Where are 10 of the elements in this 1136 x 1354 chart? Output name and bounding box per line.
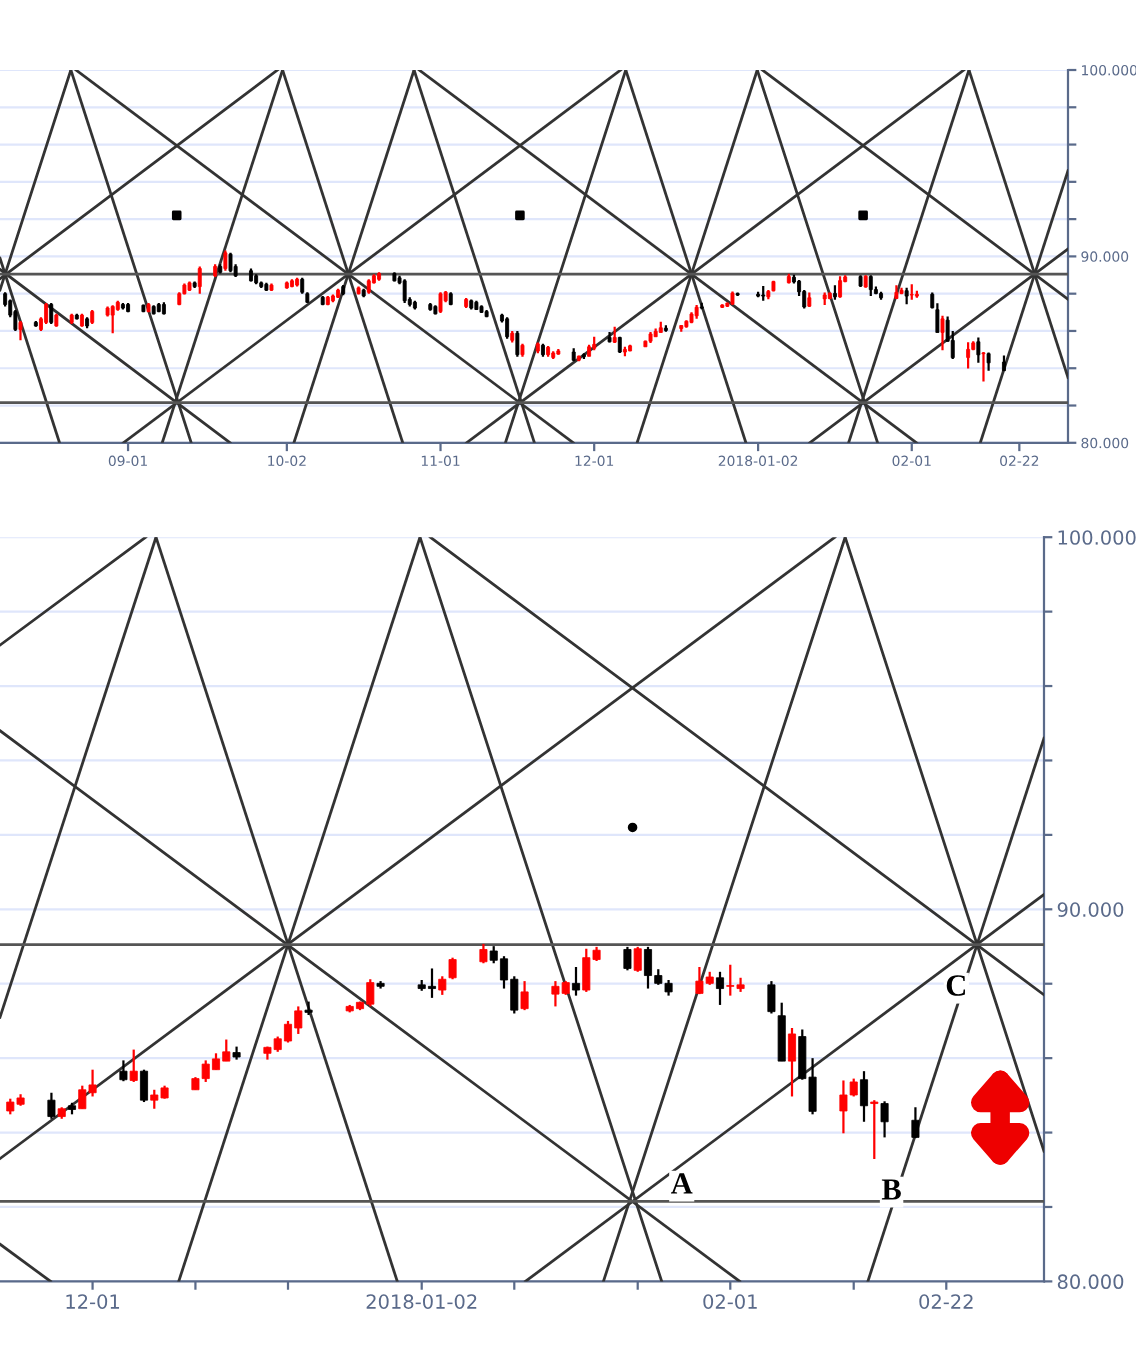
y-tick-label: 100.000 [1058, 530, 1136, 545]
x-tick-label: 2018-01-02 [366, 1294, 477, 1309]
x-tick-label: 02-01 [703, 1294, 757, 1309]
y-tick-label: 90.000 [1057, 902, 1124, 917]
annotation: A [671, 1173, 693, 1194]
annotation: C [946, 975, 966, 996]
annotation: B [881, 1179, 901, 1200]
x-tick-label: 12-01 [66, 1294, 120, 1309]
x-tick-label: 02-22 [919, 1294, 973, 1309]
y-tick-label: 80.000 [1057, 1274, 1124, 1290]
